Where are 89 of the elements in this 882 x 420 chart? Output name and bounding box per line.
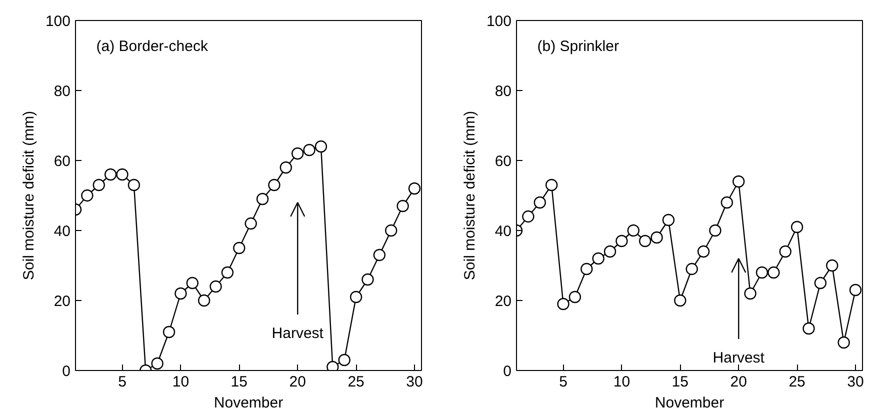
point	[732, 175, 745, 188]
x-tick-label: 10	[613, 374, 630, 390]
x-tick-label: 30	[406, 374, 423, 390]
x-tick-label: 10	[172, 374, 190, 390]
point	[373, 248, 386, 262]
point	[697, 245, 710, 258]
x-tick-label: 20	[730, 374, 747, 390]
point	[92, 178, 105, 192]
point	[256, 192, 269, 206]
y-axis-title: Soil moisture deficit (mm)	[20, 110, 38, 280]
y-tick-label: 100	[45, 13, 71, 30]
point	[151, 357, 164, 370]
point	[244, 217, 257, 230]
point	[756, 266, 768, 279]
y-tick-label: 40	[494, 223, 512, 240]
point	[557, 298, 570, 310]
annotation: Harvest	[272, 325, 324, 342]
y-axis-title: Soil moisture deficit (mm)	[461, 110, 478, 280]
x-tick-label: 15	[230, 374, 248, 390]
x-tick-label: 30	[847, 374, 864, 390]
point	[128, 178, 140, 192]
point	[81, 189, 94, 202]
y-tick-label: 80	[54, 83, 71, 100]
point	[233, 242, 246, 254]
x-tick-label: 25	[788, 374, 806, 390]
point	[580, 262, 593, 276]
point	[198, 294, 210, 307]
point	[768, 266, 780, 279]
point	[174, 287, 187, 300]
point	[408, 182, 421, 195]
point	[314, 140, 328, 153]
x-axis-title: November	[214, 394, 284, 412]
text: (b) Sprinkler	[537, 38, 619, 55]
point	[849, 284, 862, 296]
point	[221, 266, 234, 279]
point	[638, 234, 652, 248]
point	[592, 252, 604, 265]
point	[162, 326, 176, 338]
x-tick-label: 15	[672, 374, 688, 390]
text: (a) Border-check	[96, 38, 208, 55]
point	[350, 290, 362, 304]
point	[662, 214, 675, 226]
point	[186, 276, 198, 290]
point	[720, 196, 734, 209]
annotation: Harvest	[712, 350, 766, 366]
y-tick-label: 20	[494, 293, 512, 310]
point	[744, 287, 756, 300]
point	[790, 220, 804, 234]
point	[814, 276, 827, 290]
point	[104, 168, 117, 181]
point	[396, 200, 409, 212]
point	[604, 245, 616, 258]
point	[826, 259, 838, 272]
point	[280, 161, 292, 174]
point	[674, 294, 686, 307]
point	[338, 354, 350, 366]
point	[686, 262, 698, 276]
y-tick-label: 60	[494, 153, 512, 170]
point	[709, 224, 722, 237]
point	[291, 147, 304, 160]
point	[650, 231, 663, 244]
point	[362, 273, 374, 286]
point	[522, 210, 534, 223]
x-tick-label: 25	[348, 374, 364, 390]
point	[779, 245, 792, 258]
y-tick-label: 80	[494, 83, 512, 100]
point	[802, 322, 815, 335]
point	[268, 178, 280, 192]
point	[627, 224, 640, 237]
y-tick-label: 100	[486, 13, 512, 30]
point	[303, 144, 316, 156]
point	[545, 178, 558, 192]
point	[534, 196, 546, 209]
point	[385, 224, 398, 237]
point	[568, 290, 582, 304]
x-tick-label: 20	[289, 374, 306, 390]
point	[116, 168, 128, 181]
y-tick-label: 40	[54, 223, 71, 240]
point	[326, 360, 339, 370]
x-axis-title: November	[654, 394, 724, 412]
point	[210, 280, 222, 293]
x-tick-label: 5	[559, 374, 568, 390]
point	[616, 234, 628, 248]
y-tick-label: 0	[62, 363, 70, 380]
x-tick-label: 5	[118, 374, 126, 390]
y-tick-label: 0	[503, 363, 512, 380]
y-tick-label: 60	[54, 153, 71, 170]
point	[838, 336, 850, 349]
y-tick-label: 20	[54, 293, 71, 310]
